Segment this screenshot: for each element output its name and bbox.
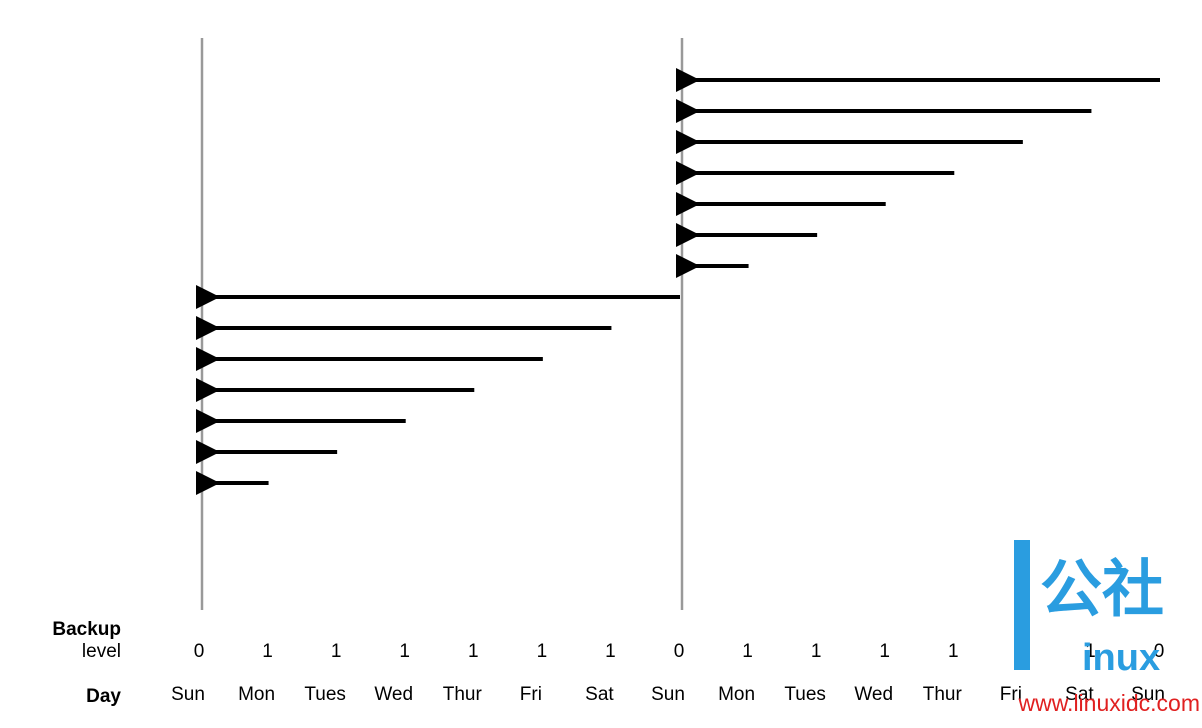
day-label: Thur	[923, 684, 963, 705]
backup-level: 1	[811, 641, 822, 662]
backup-level: 1	[948, 641, 959, 662]
watermark: 公社 L inux www.linuxidc.com	[1009, 540, 1201, 716]
watermark-shape	[1014, 540, 1030, 670]
backup-level: 0	[674, 641, 685, 662]
backup-level: 1	[605, 641, 616, 662]
backup-level: 1	[879, 641, 890, 662]
day-label: Mon	[238, 684, 275, 705]
backup-level: 0	[194, 641, 205, 662]
day-label: Fri	[520, 684, 542, 705]
backup-level: 1	[1085, 641, 1096, 662]
day-label: Fri	[1000, 684, 1022, 705]
day-label: Sun	[1131, 684, 1165, 705]
day-label: Sat	[1065, 684, 1094, 705]
day-label: Wed	[374, 684, 413, 705]
row-label: Day	[86, 686, 121, 707]
backup-level: 1	[262, 641, 273, 662]
arrows	[196, 68, 1160, 495]
row-label: level	[82, 641, 121, 662]
backup-level: 1	[742, 641, 753, 662]
watermark-text: inux	[1082, 637, 1160, 679]
day-label: Tues	[304, 684, 346, 705]
labels: Backup level Day 0 Sun 1 Mon 1 Tues 1 Wed 1 Thur 1…	[52, 619, 1165, 707]
backup-level: 1	[537, 641, 548, 662]
row-label: Backup	[52, 619, 121, 640]
watermark-url: www.linuxidc.com	[1018, 690, 1201, 716]
backup-level: 0	[1154, 641, 1165, 662]
day-label: Mon	[718, 684, 755, 705]
watermark-letter: L	[1009, 599, 1010, 601]
watermark-text: 公社	[1040, 555, 1164, 624]
day-label: Sun	[651, 684, 685, 705]
day-label: Sun	[171, 684, 205, 705]
day-label: Thur	[443, 684, 483, 705]
day-label: Tues	[784, 684, 826, 705]
day-label: Sat	[585, 684, 614, 705]
day-label: Wed	[854, 684, 893, 705]
backup-level: 1	[468, 641, 479, 662]
backup-level: 1	[331, 641, 342, 662]
backup-level: 1	[399, 641, 410, 662]
